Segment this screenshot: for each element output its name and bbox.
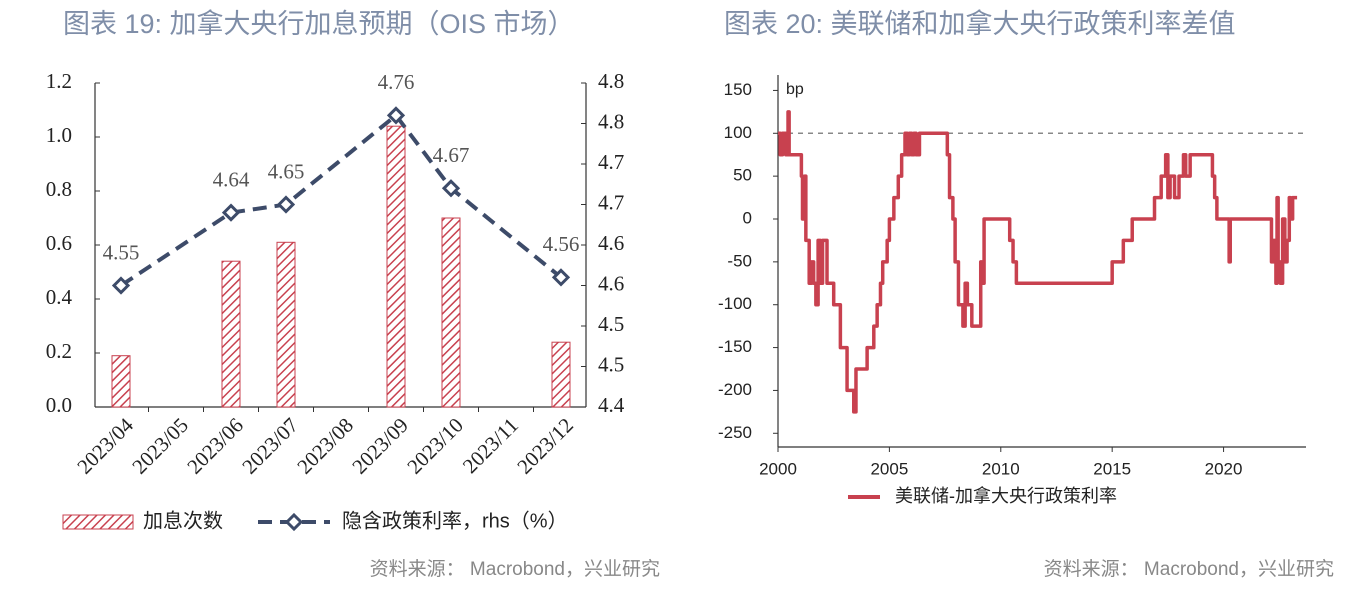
data-label: 4.64	[213, 167, 250, 191]
x-tick-label: 2000	[759, 459, 797, 478]
legend-label: 美联储-加拿大央行政策利率	[895, 485, 1117, 506]
y-tick-label: -150	[718, 337, 752, 356]
chart-combo: 图表 19: 加拿大央行加息预期（OIS 市场） 0.0 0.2 0.4 0.6 0.8 1…	[46, 9, 660, 580]
marker	[111, 276, 131, 295]
y-tick-label: -100	[718, 294, 752, 313]
x-tick-label: 2023/04	[72, 413, 138, 479]
line	[119, 112, 563, 288]
y-tick-label: 1.0	[46, 123, 72, 147]
line	[778, 110, 1298, 414]
data-label: 4.55	[103, 240, 140, 264]
data-label: 4.56	[543, 232, 580, 256]
x-tick-label: 2023/07	[237, 413, 303, 479]
x-tick-label: 2005	[870, 459, 908, 478]
legend-marker	[284, 512, 304, 532]
y-tick-label: 0.6	[46, 231, 72, 255]
data-label: 4.65	[268, 159, 305, 183]
marker	[386, 106, 406, 125]
y-tick-label: -250	[718, 423, 752, 442]
x-tick-label: 2010	[982, 459, 1020, 478]
y2-tick-label: 4.8	[598, 69, 624, 93]
y-tick-label: 150	[724, 80, 752, 99]
y2-tick-label: 4.6	[598, 231, 624, 255]
source: 资料来源： Macrobond，兴业研究	[370, 558, 660, 580]
y-tick-label: -50	[727, 251, 752, 270]
chart-title: 图表 19: 加拿大央行加息预期（OIS 市场）	[63, 9, 575, 39]
bar	[111, 355, 131, 408]
x-tick-label: 2020	[1205, 459, 1243, 478]
y2-tick-label: 4.5	[598, 352, 624, 376]
legend-swatch	[62, 514, 134, 530]
y-tick-label: 0	[743, 208, 752, 227]
bar	[551, 341, 571, 408]
y-tick-label: -200	[718, 380, 752, 399]
x-tick-label: 2015	[1093, 459, 1131, 478]
y2-tick-label: 4.4	[598, 393, 625, 417]
bar	[276, 241, 296, 408]
y2-tick-label: 4.6	[598, 271, 624, 295]
marker	[551, 268, 571, 287]
chart-title: 图表 20: 美联储和加拿大央行政策利率差值	[724, 9, 1236, 39]
x-tick-label: 2023/12	[512, 413, 578, 479]
marker	[221, 203, 241, 222]
bar	[221, 260, 241, 408]
y-tick-label: 0.4	[46, 285, 73, 309]
y2-tick-label: 4.8	[598, 109, 624, 133]
x-tick-label: 2023/06	[182, 413, 248, 479]
y-tick-label: 100	[724, 123, 752, 142]
x-tick-label: 2023/10	[402, 413, 468, 479]
bar	[386, 125, 406, 408]
x-tick-label: 2023/09	[347, 413, 413, 479]
marker	[441, 179, 461, 198]
bar	[441, 217, 461, 408]
chart-line: 图表 20: 美联储和加拿大央行政策利率差值 -250 -200 -150 -100 -5…	[718, 9, 1334, 580]
legend-label: 加息次数	[143, 509, 223, 532]
x-tick-label: 2023/05	[127, 413, 193, 479]
legend-label: 隐含政策利率，rhs（%）	[342, 509, 568, 532]
source: 资料来源： Macrobond，兴业研究	[1044, 558, 1334, 580]
x-tick-label: 2023/11	[458, 413, 523, 478]
data-label: 4.67	[433, 143, 470, 167]
y-tick-label: 0.8	[46, 177, 72, 201]
x-tick-label: 2023/08	[292, 413, 358, 479]
data-label: 4.76	[378, 70, 415, 94]
y-tick-label: 1.2	[46, 69, 72, 93]
y-tick-label: 0.2	[46, 339, 72, 363]
marker	[276, 195, 296, 214]
y2-tick-label: 4.7	[598, 150, 624, 174]
y2-tick-label: 4.7	[598, 190, 624, 214]
y-tick-label: 50	[733, 166, 752, 185]
axis-unit: bp	[786, 81, 804, 98]
y2-tick-label: 4.5	[598, 312, 624, 336]
y-tick-label: 0.0	[46, 393, 72, 417]
